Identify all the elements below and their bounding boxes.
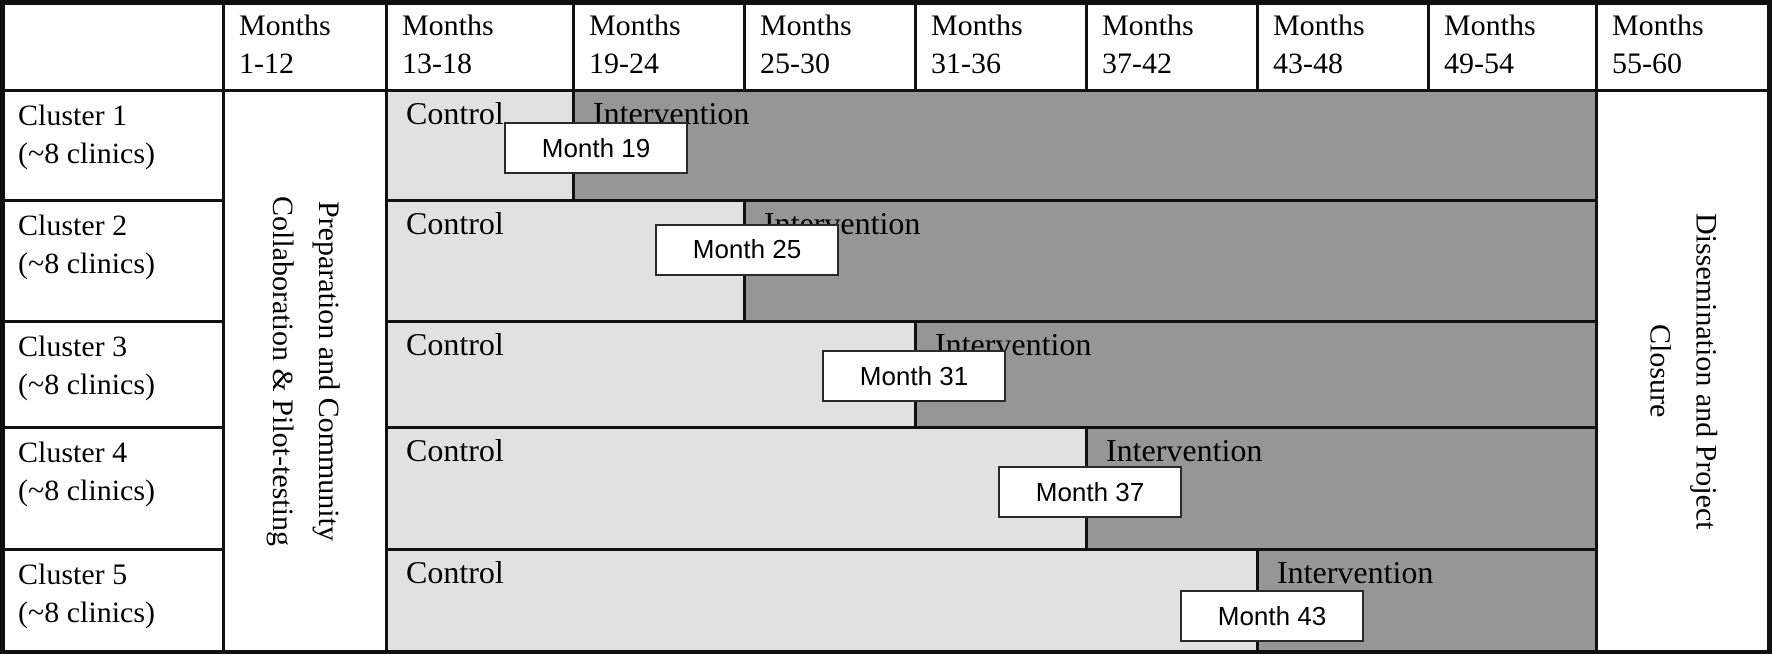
month-callout-label: Month 25: [692, 234, 802, 264]
month-header-title: Months: [1273, 9, 1365, 42]
month-header-range: 19-24: [589, 47, 659, 80]
month-callout: Month 43: [1180, 590, 1364, 642]
intervention-segment: Intervention: [572, 89, 1598, 202]
month-callout-label: Month 43: [1217, 600, 1327, 631]
month-callout-label: Month 19: [541, 132, 651, 163]
control-segment-label: Control: [406, 432, 504, 468]
control-segment: Control: [385, 320, 917, 429]
dissemination-phase-line2: Closure: [1643, 324, 1677, 418]
control-segment-label: Control: [406, 554, 504, 590]
corner-cell: [2, 2, 225, 92]
month-header-title: Months: [1102, 9, 1194, 42]
month-header-cell: Months 31-36: [914, 2, 1088, 92]
intervention-segment-label: Intervention: [593, 95, 750, 131]
intervention-segment-label: Intervention: [1277, 554, 1434, 590]
month-callout-label: Month 31: [859, 360, 969, 391]
intervention-segment-label: Intervention: [935, 326, 1092, 362]
control-segment: Control: [385, 548, 1259, 653]
cluster-size: (~8 clinics): [18, 596, 156, 629]
dissemination-phase-cell: Dissemination and Project Closure: [1595, 89, 1770, 653]
month-header-title: Months: [239, 9, 331, 42]
control-segment-label: Control: [406, 205, 504, 241]
month-header-cell: Months 55-60: [1595, 2, 1770, 92]
cluster-label-cell: Cluster 5 (~8 clinics): [2, 548, 225, 653]
month-header-title: Months: [1612, 9, 1704, 42]
month-header-title: Months: [589, 9, 681, 42]
month-callout: Month 25: [655, 223, 839, 276]
month-callout: Month 19: [504, 122, 688, 174]
month-header-cell: Months 13-18: [385, 2, 575, 92]
control-segment: Control: [385, 426, 1088, 551]
month-callout: Month 37: [998, 466, 1182, 518]
cluster-size: (~8 clinics): [18, 137, 156, 170]
month-header-cell: Months 19-24: [572, 2, 746, 92]
month-header-cell: Months 25-30: [743, 2, 917, 92]
dissemination-phase-line1: Dissemination and Project: [1689, 212, 1723, 530]
control-segment-label: Control: [406, 95, 504, 131]
month-header-range: 37-42: [1102, 47, 1172, 80]
month-header-range: 25-30: [760, 47, 830, 80]
intervention-segment: Intervention: [914, 320, 1598, 429]
cluster-name: Cluster 3: [18, 330, 128, 363]
cluster-label-cell: Cluster 2 (~8 clinics): [2, 199, 225, 323]
preparation-phase-line2: Collaboration & Pilot-testing: [266, 196, 299, 546]
month-header-title: Months: [760, 9, 852, 42]
preparation-phase-cell: Preparation and Community Collaboration …: [222, 89, 388, 653]
cluster-name: Cluster 2: [18, 209, 128, 242]
intervention-segment: Intervention: [743, 199, 1598, 323]
month-header-cell: Months 37-42: [1085, 2, 1259, 92]
control-segment-label: Control: [406, 326, 504, 362]
intervention-segment-label: Intervention: [1106, 432, 1263, 468]
cluster-size: (~8 clinics): [18, 368, 156, 401]
cluster-label-cell: Cluster 3 (~8 clinics): [2, 320, 225, 429]
month-callout-label: Month 37: [1035, 476, 1145, 507]
preparation-phase-line1: Preparation and Community: [312, 201, 345, 541]
month-header-range: 49-54: [1444, 47, 1514, 80]
preparation-phase-label: Preparation and Community Collaboration …: [259, 196, 351, 546]
month-header-cell: Months 43-48: [1256, 2, 1430, 92]
intervention-segment-label: Intervention: [764, 205, 921, 241]
cluster-name: Cluster 1: [18, 99, 128, 132]
cluster-label-cell: Cluster 1 (~8 clinics): [2, 89, 225, 202]
month-header-cell: Months 49-54: [1427, 2, 1598, 92]
month-header-range: 43-48: [1273, 47, 1343, 80]
month-header-title: Months: [931, 9, 1023, 42]
month-header-range: 31-36: [931, 47, 1001, 80]
intervention-segment: Intervention: [1085, 426, 1598, 551]
cluster-name: Cluster 4: [18, 436, 128, 469]
dissemination-phase-label: Dissemination and Project Closure: [1637, 213, 1729, 530]
month-header-title: Months: [402, 9, 494, 42]
month-header-cell: Months 1-12: [222, 2, 388, 92]
cluster-size: (~8 clinics): [18, 474, 156, 507]
cluster-name: Cluster 5: [18, 558, 128, 591]
month-header-range: 1-12: [239, 47, 294, 80]
month-header-range: 13-18: [402, 47, 472, 80]
month-callout: Month 31: [822, 350, 1006, 402]
month-header-title: Months: [1444, 9, 1536, 42]
month-header-range: 55-60: [1612, 47, 1682, 80]
cluster-size: (~8 clinics): [18, 247, 156, 280]
cluster-label-cell: Cluster 4 (~8 clinics): [2, 426, 225, 551]
